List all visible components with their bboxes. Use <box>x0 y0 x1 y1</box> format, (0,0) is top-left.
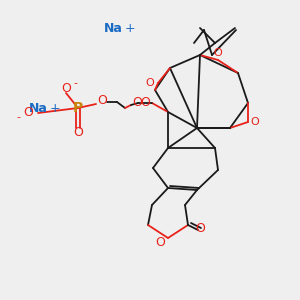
Text: O: O <box>250 117 260 127</box>
Text: P: P <box>73 101 83 115</box>
Text: O: O <box>146 78 154 88</box>
Text: O: O <box>132 97 142 110</box>
Text: O: O <box>73 127 83 140</box>
Text: -: - <box>73 78 77 88</box>
Text: Na: Na <box>103 22 122 34</box>
Text: O: O <box>61 82 71 94</box>
Text: +: + <box>125 22 135 34</box>
Text: O: O <box>195 221 205 235</box>
Text: +: + <box>50 101 60 115</box>
Text: -: - <box>16 112 20 122</box>
Text: O: O <box>140 97 150 110</box>
Text: O: O <box>23 106 33 119</box>
Text: O: O <box>214 48 222 58</box>
Text: O: O <box>97 94 107 106</box>
Text: O: O <box>155 236 165 250</box>
Text: Na: Na <box>28 101 47 115</box>
